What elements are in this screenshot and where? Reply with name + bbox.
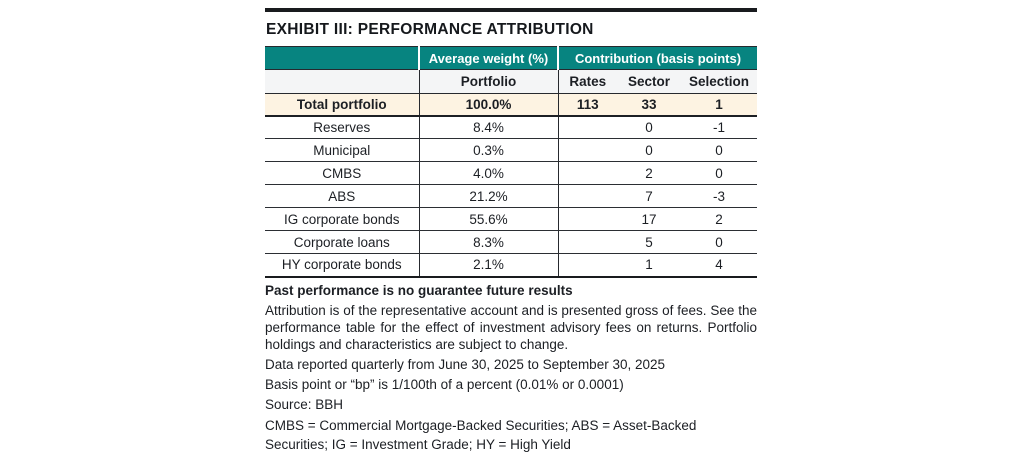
row-label-cell: Corporate loans bbox=[265, 230, 419, 254]
abbreviations-note: CMBS = Commercial Mortgage-Backed Securi… bbox=[265, 417, 697, 452]
rates-cell bbox=[557, 161, 617, 185]
table-row: ABS 21.2% 7 -3 bbox=[265, 184, 757, 208]
group-header-average-weight: Average weight (%) bbox=[418, 46, 558, 70]
basis-point-note: Basis point or “bp” is 1/100th of a perc… bbox=[265, 376, 624, 392]
attribution-note: Attribution is of the representative acc… bbox=[265, 302, 757, 352]
sector-cell: 33 bbox=[617, 93, 681, 117]
portfolio-weight-cell: 0.3% bbox=[418, 138, 558, 162]
subheader-rates: Rates bbox=[557, 69, 617, 94]
rates-cell bbox=[557, 115, 617, 139]
table-body: Total portfolio 100.0% 113 33 1 Reserves… bbox=[265, 93, 757, 278]
portfolio-weight-cell: 8.4% bbox=[418, 115, 558, 139]
footnotes: Past performance is no guarantee future … bbox=[265, 282, 757, 454]
row-label-cell: IG corporate bonds bbox=[265, 207, 419, 231]
performance-attribution-table: Average weight (%) Contribution (basis p… bbox=[265, 46, 757, 278]
rates-cell bbox=[557, 207, 617, 231]
subheader-sector: Sector bbox=[617, 69, 681, 94]
exhibit-title: EXHIBIT III: PERFORMANCE ATTRIBUTION bbox=[266, 21, 594, 38]
row-label-cell: Reserves bbox=[265, 115, 419, 139]
rates-cell bbox=[557, 253, 617, 278]
subheader-row: Portfolio Rates Sector Selection bbox=[265, 69, 757, 94]
row-label-cell: Total portfolio bbox=[265, 93, 419, 117]
past-performance-disclaimer: Past performance is no guarantee future … bbox=[265, 282, 573, 298]
sector-cell: 2 bbox=[617, 161, 681, 185]
portfolio-weight-cell: 8.3% bbox=[418, 230, 558, 254]
sector-cell: 0 bbox=[617, 138, 681, 162]
rates-cell bbox=[557, 138, 617, 162]
sector-cell: 0 bbox=[617, 115, 681, 139]
selection-cell: -3 bbox=[681, 184, 757, 208]
subheader-empty-cell bbox=[265, 69, 419, 94]
sector-cell: 7 bbox=[617, 184, 681, 208]
row-label-cell: HY corporate bonds bbox=[265, 253, 419, 278]
group-header-row: Average weight (%) Contribution (basis p… bbox=[265, 46, 757, 70]
data-period-note: Data reported quarterly from June 30, 20… bbox=[265, 356, 665, 372]
group-header-empty-cell bbox=[265, 46, 419, 70]
row-label-cell: Municipal bbox=[265, 138, 419, 162]
top-rule bbox=[265, 8, 757, 12]
portfolio-weight-cell: 4.0% bbox=[418, 161, 558, 185]
portfolio-weight-cell: 2.1% bbox=[418, 253, 558, 278]
portfolio-weight-cell: 21.2% bbox=[418, 184, 558, 208]
portfolio-weight-cell: 55.6% bbox=[418, 207, 558, 231]
rates-cell bbox=[557, 230, 617, 254]
source-note: Source: BBH bbox=[265, 396, 344, 412]
sector-cell: 5 bbox=[617, 230, 681, 254]
rates-cell bbox=[557, 184, 617, 208]
exhibit-container: EXHIBIT III: PERFORMANCE ATTRIBUTION Ave… bbox=[265, 8, 757, 457]
table-row: IG corporate bonds 55.6% 17 2 bbox=[265, 207, 757, 231]
table-row: Municipal 0.3% 0 0 bbox=[265, 138, 757, 162]
selection-cell: 0 bbox=[681, 138, 757, 162]
selection-cell: 0 bbox=[681, 161, 757, 185]
table-row: CMBS 4.0% 2 0 bbox=[265, 161, 757, 185]
row-label-cell: ABS bbox=[265, 184, 419, 208]
rates-cell: 113 bbox=[557, 93, 617, 117]
subheader-selection: Selection bbox=[681, 69, 757, 94]
portfolio-weight-cell: 100.0% bbox=[418, 93, 558, 117]
sector-cell: 17 bbox=[617, 207, 681, 231]
table-row: Reserves 8.4% 0 -1 bbox=[265, 115, 757, 139]
table-row: Corporate loans 8.3% 5 0 bbox=[265, 230, 757, 254]
total-portfolio-row: Total portfolio 100.0% 113 33 1 bbox=[265, 93, 757, 117]
selection-cell: -1 bbox=[681, 115, 757, 139]
selection-cell: 0 bbox=[681, 230, 757, 254]
group-header-contribution: Contribution (basis points) bbox=[557, 46, 757, 70]
row-label-cell: CMBS bbox=[265, 161, 419, 185]
subheader-portfolio: Portfolio bbox=[418, 69, 558, 94]
sector-cell: 1 bbox=[617, 253, 681, 278]
selection-cell: 2 bbox=[681, 207, 757, 231]
selection-cell: 4 bbox=[681, 253, 757, 278]
table-row: HY corporate bonds 2.1% 1 4 bbox=[265, 253, 757, 278]
selection-cell: 1 bbox=[681, 93, 757, 117]
